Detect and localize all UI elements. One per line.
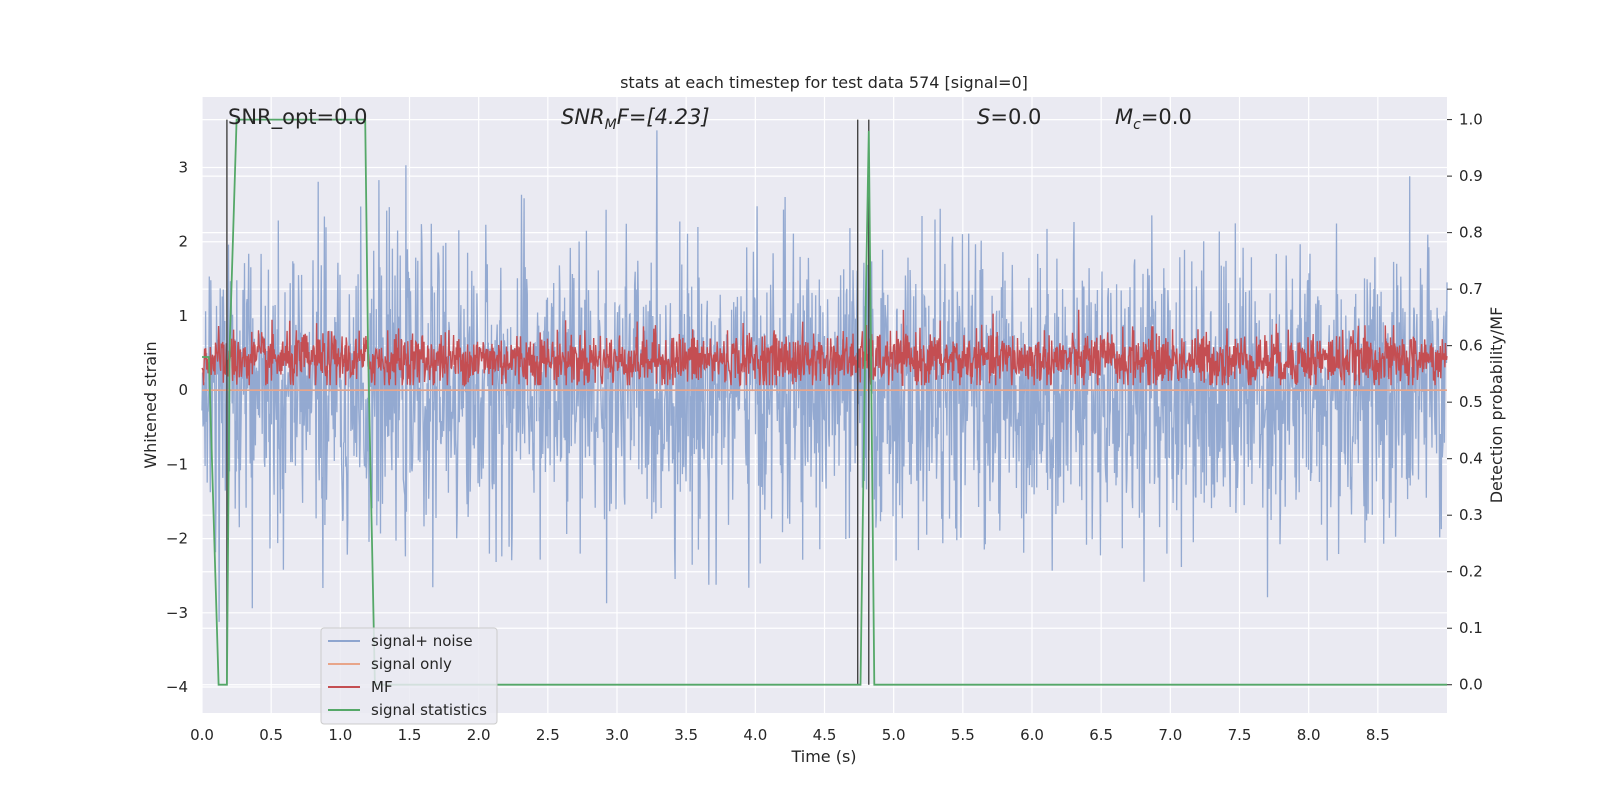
y-right-tick-label: 0.2 — [1459, 563, 1483, 581]
x-tick-label: 4.0 — [743, 726, 767, 744]
legend: signal+ noise signal only MF signal stat… — [320, 627, 498, 725]
x-tick-label: 0.5 — [259, 726, 283, 744]
y-left-tick-label: −3 — [166, 604, 188, 622]
s-value: =0.0 — [990, 105, 1041, 129]
x-tick-label: 4.5 — [813, 726, 837, 744]
y-right-tick-labels: 1.0 0.9 0.8 0.7 0.6 0.5 0.4 0.3 0.2 0.1 0.0 — [1447, 111, 1483, 694]
x-tick-label: 1.0 — [328, 726, 352, 744]
snr-mf-rest: F=[4.23] — [617, 105, 710, 129]
y-right-tick-label: 0.4 — [1459, 450, 1483, 468]
annotation-snr-mf: SNRMF=[4.23] — [561, 105, 710, 133]
signal-plus-noise-line — [201, 130, 1448, 622]
legend-box — [320, 627, 498, 725]
y-left-tick-labels: 3 2 1 0 −1 −2 −3 −4 — [166, 159, 188, 697]
y-left-tick-label: 3 — [178, 159, 188, 177]
mc-base: M — [1115, 105, 1133, 129]
y-left-tick-label: 0 — [178, 381, 188, 399]
x-tick-label: 6.5 — [1089, 726, 1113, 744]
x-tick-label: 7.0 — [1158, 726, 1182, 744]
y-right-tick-label: 0.1 — [1459, 619, 1483, 637]
annotation-s: S=0.0 — [977, 105, 1041, 129]
y-right-tick-label: 0.9 — [1459, 167, 1483, 185]
x-tick-label: 6.0 — [1020, 726, 1044, 744]
mc-sub: c — [1133, 117, 1141, 133]
x-tick-label: 5.5 — [951, 726, 975, 744]
x-tick-label: 7.5 — [1228, 726, 1252, 744]
y-left-tick-label: 2 — [178, 233, 188, 251]
legend-label-mf: MF — [371, 678, 393, 696]
y-left-tick-label: −2 — [166, 530, 188, 548]
signal-statistics-series — [202, 118, 1447, 686]
y-left-tick-label: −4 — [166, 678, 188, 696]
mc-value: =0.0 — [1141, 105, 1192, 129]
y-right-tick-label: 0.8 — [1459, 224, 1483, 242]
chart-title: stats at each timestep for test data 574… — [620, 73, 1028, 92]
x-tick-label: 8.0 — [1297, 726, 1321, 744]
x-tick-label: 2.0 — [467, 726, 491, 744]
y-right-tick-label: 0.5 — [1459, 393, 1483, 411]
y-right-tick-label: 0.0 — [1459, 676, 1483, 694]
signal-plus-noise-series — [201, 130, 1448, 622]
x-tick-label: 1.5 — [398, 726, 422, 744]
y-left-tick-label: −1 — [166, 455, 188, 473]
mf-line — [201, 309, 1448, 388]
legend-label-signal-noise: signal+ noise — [371, 632, 473, 650]
y-left-tick-label: 1 — [178, 307, 188, 325]
signal-statistics-line — [202, 118, 1447, 686]
y-right-tick-label: 1.0 — [1459, 111, 1483, 129]
y-right-tick-label: 0.6 — [1459, 337, 1483, 355]
snr-mf-sub: M — [605, 117, 617, 133]
y-right-tick-label: 0.3 — [1459, 506, 1483, 524]
annotation-mc: Mc=0.0 — [1115, 105, 1192, 133]
x-tick-label: 8.5 — [1366, 726, 1390, 744]
legend-label-signal-only: signal only — [371, 655, 452, 673]
s-label: S — [977, 105, 990, 129]
legend-label-signal-statistics: signal statistics — [371, 701, 487, 719]
x-tick-labels: 0.0 0.5 1.0 1.5 2.0 2.5 3.0 3.5 4.0 4.5 5.0 5.5 6.0 6… — [190, 726, 1390, 744]
x-tick-label: 2.5 — [536, 726, 560, 744]
snr-mf-base: SNR — [561, 105, 605, 129]
mf-series — [201, 309, 1448, 388]
y-right-tick-label: 0.7 — [1459, 280, 1483, 298]
x-tick-label: 5.0 — [882, 726, 906, 744]
annotation-snr-opt: SNR_opt=0.0 — [228, 105, 368, 130]
x-tick-label: 0.0 — [190, 726, 214, 744]
x-axis-label: Time (s) — [790, 747, 856, 766]
y-axis-right-label: Detection probability/MF — [1487, 307, 1506, 504]
x-tick-label: 3.5 — [674, 726, 698, 744]
y-axis-left-label: Whitened strain — [141, 341, 160, 468]
x-tick-label: 3.0 — [605, 726, 629, 744]
